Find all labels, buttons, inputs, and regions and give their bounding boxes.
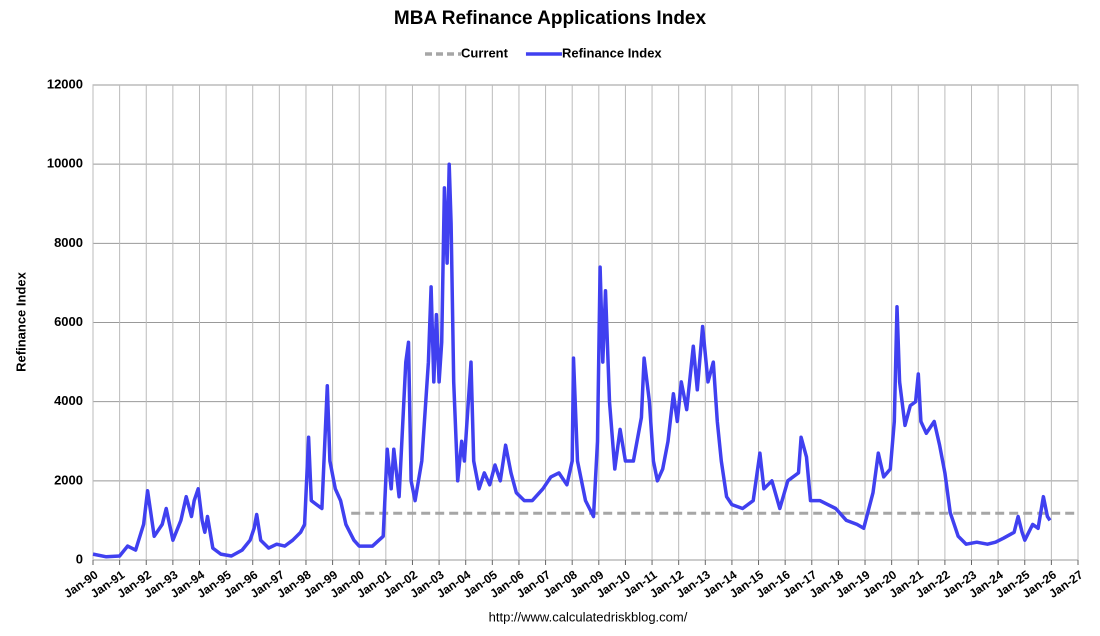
series-line <box>92 162 1052 559</box>
legend-label: Current <box>461 45 509 60</box>
y-tick-label: 8000 <box>54 235 83 250</box>
y-tick-label: 10000 <box>47 156 83 171</box>
y-tick-label: 4000 <box>54 393 83 408</box>
y-axis-label: Refinance Index <box>13 271 28 371</box>
legend-label: Refinance Index <box>562 45 662 60</box>
y-tick-label: 2000 <box>54 472 83 487</box>
y-tick-label: 12000 <box>47 76 83 91</box>
source: http://www.calculatedriskblog.com/ <box>489 609 688 624</box>
y-tick-label: 6000 <box>54 314 83 329</box>
y-tick-label: 0 <box>76 551 83 566</box>
chart-title: MBA Refinance Applications Index <box>394 8 707 29</box>
